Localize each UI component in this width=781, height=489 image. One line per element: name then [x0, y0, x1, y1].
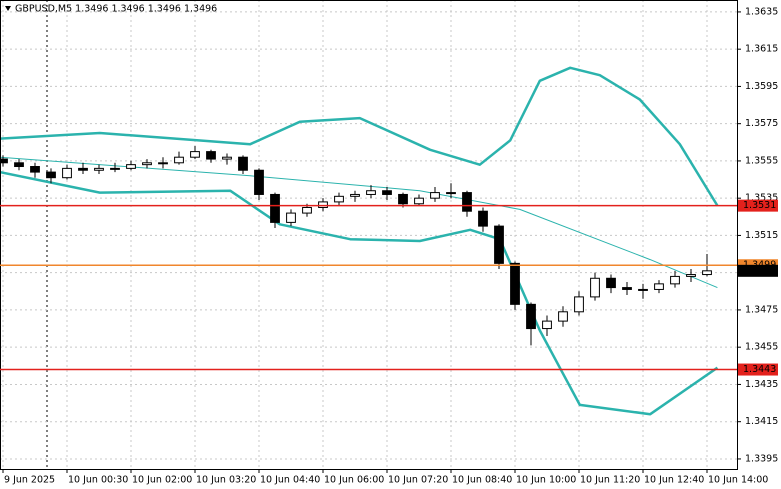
candle-body: [110, 167, 120, 170]
candle-body: [558, 311, 568, 322]
price-level-label: 1.3531: [743, 200, 776, 211]
candle-body: [606, 277, 616, 289]
candle-body: [206, 151, 216, 160]
candle-body: [30, 166, 40, 173]
candle-body: [94, 167, 104, 171]
candle-body: [46, 171, 56, 179]
price-level-label: 1.3443: [743, 364, 776, 375]
candle-body: [574, 296, 584, 313]
candle-body: [270, 193, 280, 223]
x-tick-label: 9 Jun 2025: [4, 475, 55, 486]
candle-body: [366, 190, 376, 195]
candle-body: [686, 274, 696, 277]
candle-body: [318, 201, 328, 208]
candle-body: [654, 283, 664, 290]
candle-body: [222, 156, 232, 160]
y-tick-label: 1.3415: [745, 416, 778, 427]
x-tick-label: 10 Jun 04:40: [260, 475, 320, 486]
chart-title: GBPUSD,M5 1.3496 1.3496 1.3496 1.3496: [15, 4, 217, 15]
candle-body: [62, 167, 72, 179]
candle-body: [158, 162, 168, 165]
y-tick-label: 1.3535: [745, 193, 778, 204]
x-tick-label: 10 Jun 11:20: [580, 475, 640, 486]
candle-body: [334, 195, 344, 203]
candle-body: [446, 192, 456, 195]
x-tick-label: 10 Jun 07:20: [388, 475, 448, 486]
bid-label: 1.3496: [743, 265, 776, 276]
x-tick-label: 10 Jun 03:20: [196, 475, 256, 486]
candle-body: [14, 162, 24, 168]
bid-tag: [738, 264, 778, 277]
y-tick-label: 1.3635: [745, 6, 778, 17]
y-tick-label: 1.3615: [745, 44, 778, 55]
x-tick-label: 10 Jun 06:00: [324, 475, 384, 486]
candle-body: [350, 193, 360, 197]
candle-body: [190, 151, 200, 158]
candle-body: [510, 262, 520, 305]
candle-body: [478, 210, 488, 227]
candle-body: [254, 169, 264, 195]
candle-body: [0, 158, 8, 164]
candle-body: [398, 193, 408, 205]
y-tick-label: 1.3515: [745, 230, 778, 241]
y-tick-label: 1.3595: [745, 81, 778, 92]
y-tick-label: 1.3475: [745, 304, 778, 315]
candle-body: [590, 277, 600, 298]
y-tick-label: 1.3575: [745, 118, 778, 129]
x-tick-label: 10 Jun 14:00: [708, 475, 768, 486]
candle-body: [494, 225, 504, 264]
candle-body: [430, 192, 440, 199]
indicator-line: [0, 66, 719, 207]
x-tick-label: 10 Jun 02:00: [132, 475, 192, 486]
candle-body: [414, 197, 424, 205]
candle-body: [286, 212, 296, 223]
x-tick-label: 10 Jun 08:40: [452, 475, 512, 486]
candle-body: [622, 287, 632, 290]
candle-body: [670, 275, 680, 285]
y-tick-label: 1.3555: [745, 155, 778, 166]
candle-body: [78, 167, 88, 171]
price-level-tag: [738, 199, 778, 212]
y-tick-label: 1.3455: [745, 342, 778, 353]
y-tick-label: 1.3435: [745, 379, 778, 390]
x-tick-label: 10 Jun 12:40: [644, 475, 704, 486]
indicator-line: [0, 170, 719, 416]
candle-body: [126, 164, 136, 169]
candle-body: [382, 190, 392, 195]
candle-body: [142, 162, 152, 166]
candle-body: [302, 206, 312, 214]
x-tick-label: 10 Jun 10:00: [516, 475, 576, 486]
x-tick-label: 10 Jun 00:30: [68, 475, 128, 486]
candle-body: [462, 192, 472, 212]
y-tick-label: 1.3395: [745, 453, 778, 464]
candle-body: [526, 303, 536, 330]
candle-body: [238, 156, 248, 171]
price-level-tag: [738, 363, 778, 376]
candle-body: [638, 288, 648, 291]
candle-body: [542, 320, 552, 330]
menu-triangle[interactable]: [5, 6, 11, 11]
candle-body: [174, 156, 184, 164]
candle-body: [702, 270, 712, 276]
